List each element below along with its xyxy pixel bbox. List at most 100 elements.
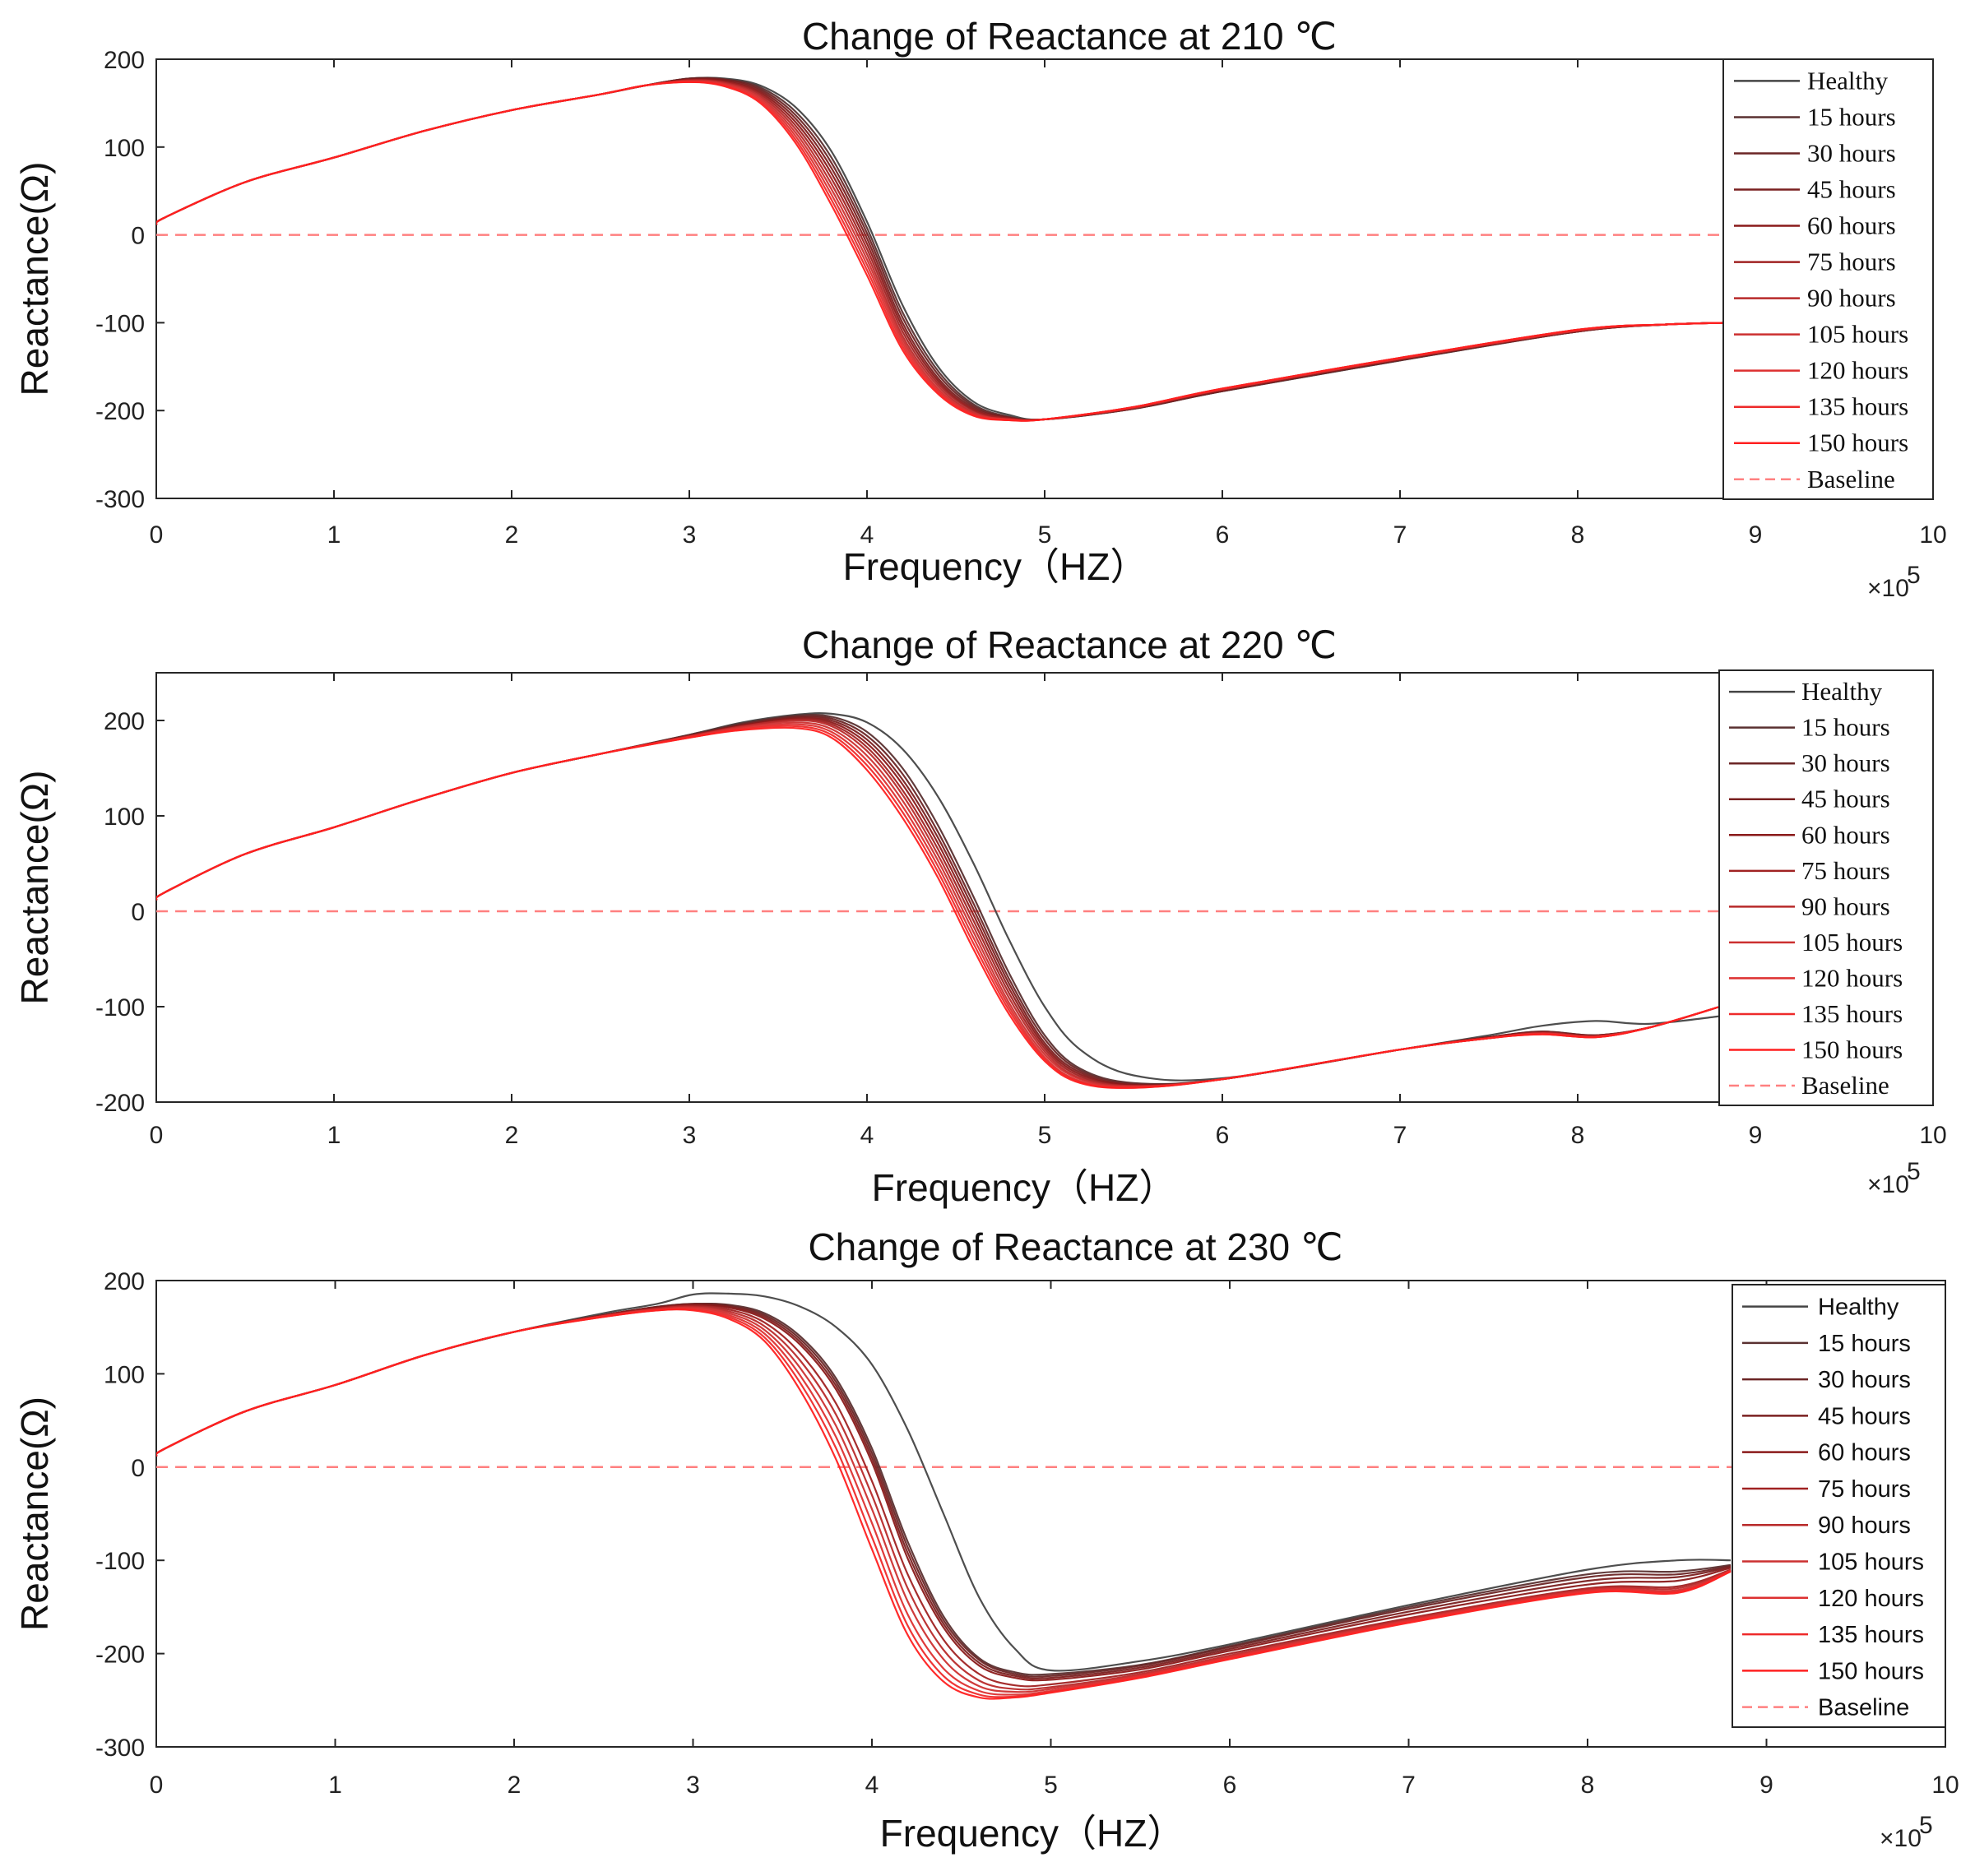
legend-label: 75 hours xyxy=(1801,856,1890,885)
legend-entry: Baseline xyxy=(1742,1695,1909,1721)
x-tick-label: 9 xyxy=(1749,521,1763,549)
legend-entry: 150 hours xyxy=(1734,428,1908,457)
legend: Healthy 15 hours 30 hours 45 hours 60 hours 7… xyxy=(1732,1284,1946,1728)
x-tick-label: 0 xyxy=(150,1122,164,1149)
legend-entry: 90 hours xyxy=(1734,284,1896,313)
legend-entry: 75 hours xyxy=(1742,1476,1911,1503)
x-axis-label: Frequency（HZ） xyxy=(843,545,1148,588)
legend-label: 75 hours xyxy=(1818,1476,1911,1503)
x-tick-label: 2 xyxy=(505,1122,519,1149)
x-tick-label: 4 xyxy=(860,1122,874,1149)
chart-1: Change of Reactance at 210 ℃ 0 1 2 3 4 5 6 7 8 9 10… xyxy=(13,15,1947,602)
x-tick-label: 5 xyxy=(1038,1122,1052,1149)
legend-box xyxy=(1718,669,1934,1106)
legend-label: 120 hours xyxy=(1818,1586,1924,1612)
x-axis-label: Frequency（HZ） xyxy=(880,1812,1185,1855)
y-tick-label: 100 xyxy=(104,135,145,162)
x-multiplier-exponent: 5 xyxy=(1907,562,1921,589)
legend-entry: 90 hours xyxy=(1742,1512,1911,1539)
legend-entry: 15 hours xyxy=(1734,102,1896,131)
legend-entry: 45 hours xyxy=(1742,1403,1911,1429)
legend-entry: Baseline xyxy=(1729,1071,1889,1100)
x-tick-label: 7 xyxy=(1393,521,1407,549)
x-tick-label: 8 xyxy=(1581,1772,1595,1799)
legend-entry: 75 hours xyxy=(1729,856,1890,885)
x-multiplier-exponent: 5 xyxy=(1907,1158,1921,1185)
legend-label: 45 hours xyxy=(1818,1403,1911,1429)
x-tick-label: 4 xyxy=(860,521,874,549)
x-tick-label: 0 xyxy=(150,521,164,549)
series-line-150-hours xyxy=(156,81,1729,422)
legend-entry: 105 hours xyxy=(1734,320,1908,349)
legend-label: 90 hours xyxy=(1807,284,1896,313)
legend-label: 30 hours xyxy=(1818,1367,1911,1393)
x-multiplier: ×10 xyxy=(1880,1825,1922,1852)
x-tick-label: 6 xyxy=(1223,1772,1237,1799)
plot-content xyxy=(156,76,1933,422)
plot-content xyxy=(156,711,1933,1089)
y-tick-label: -200 xyxy=(95,398,145,425)
legend-label: 150 hours xyxy=(1807,428,1908,457)
legend-label: 105 hours xyxy=(1818,1549,1924,1576)
y-axis-label: Reactance(Ω) xyxy=(13,1397,56,1631)
legend-label: 45 hours xyxy=(1807,175,1896,204)
y-tick-label: -100 xyxy=(95,310,145,337)
legend-entry: 150 hours xyxy=(1729,1035,1903,1064)
plot-area xyxy=(155,1280,1946,1748)
plot-area xyxy=(155,58,1934,499)
x-tick-label: 8 xyxy=(1571,1122,1585,1149)
legend-label: Healthy xyxy=(1801,677,1883,706)
legend-label: 150 hours xyxy=(1801,1035,1903,1064)
chart-3: Change of Reactance at 230 ℃ 0 1 2 3 4 5 6 7 8 9 10… xyxy=(13,1225,1959,1855)
legend-entry: 30 hours xyxy=(1742,1367,1911,1393)
y-tick-label: -200 xyxy=(95,1642,145,1669)
y-tick-label: -100 xyxy=(95,994,145,1021)
legend-entry: 90 hours xyxy=(1729,892,1890,920)
x-multiplier: ×10 xyxy=(1867,1171,1909,1198)
legend-label: 150 hours xyxy=(1818,1658,1924,1684)
legend-label: 60 hours xyxy=(1818,1440,1911,1466)
y-tick-label: 0 xyxy=(131,223,145,250)
legend-label: 105 hours xyxy=(1801,928,1903,957)
legend-label: 75 hours xyxy=(1807,248,1896,276)
legend-label: 30 hours xyxy=(1801,748,1890,777)
series-line-150-hours xyxy=(156,726,1721,1089)
series-line-150-hours xyxy=(156,1309,1732,1700)
y-tick-label: -300 xyxy=(95,1735,145,1762)
legend: Healthy 15 hours 30 hours 45 hours 60 hours 7… xyxy=(1718,669,1934,1106)
x-tick-label: 10 xyxy=(1919,1122,1946,1149)
legend-entry: 75 hours xyxy=(1734,248,1896,276)
x-tick-label: 10 xyxy=(1931,1772,1959,1799)
x-tick-label: 0 xyxy=(150,1772,164,1799)
legend-box xyxy=(1732,1284,1946,1728)
legend-entry: 30 hours xyxy=(1734,138,1896,167)
legend-entry: Baseline xyxy=(1734,465,1895,493)
x-tick-label: 5 xyxy=(1038,521,1052,549)
x-tick-label: 2 xyxy=(505,521,519,549)
x-tick-label: 8 xyxy=(1571,521,1585,549)
legend-label: Baseline xyxy=(1807,465,1895,493)
y-tick-label: 200 xyxy=(104,1268,145,1295)
y-axis-label: Reactance(Ω) xyxy=(13,771,56,1005)
legend-entry: 15 hours xyxy=(1742,1331,1911,1357)
legend-label: 45 hours xyxy=(1801,785,1890,813)
legend-entry: 45 hours xyxy=(1729,785,1890,813)
x-tick-label: 3 xyxy=(686,1772,700,1799)
legend-entry: 60 hours xyxy=(1742,1440,1911,1466)
legend-label: Healthy xyxy=(1818,1295,1899,1321)
legend-entry: 150 hours xyxy=(1742,1658,1924,1684)
legend-label: Baseline xyxy=(1818,1695,1909,1721)
x-tick-label: 4 xyxy=(865,1772,879,1799)
chart-title: Change of Reactance at 210 ℃ xyxy=(802,15,1337,58)
x-tick-label: 6 xyxy=(1216,521,1230,549)
legend-box xyxy=(1722,58,1934,500)
legend-label: 60 hours xyxy=(1801,820,1890,849)
legend-label: 15 hours xyxy=(1818,1331,1911,1357)
legend-label: Baseline xyxy=(1801,1071,1889,1100)
x-tick-label: 1 xyxy=(327,1122,341,1149)
x-tick-label: 1 xyxy=(328,1772,342,1799)
legend-entry: 105 hours xyxy=(1729,928,1903,957)
chart-title: Change of Reactance at 220 ℃ xyxy=(802,623,1337,666)
x-tick-label: 10 xyxy=(1919,521,1946,549)
